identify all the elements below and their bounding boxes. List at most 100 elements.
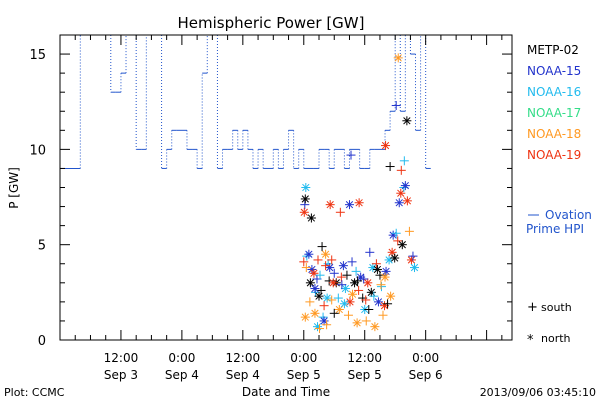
data-point-43 <box>322 293 332 303</box>
north-symbol: * <box>527 333 534 348</box>
data-point-37 <box>312 322 322 332</box>
data-point-20 <box>305 278 315 288</box>
y-tick-3: 15 <box>29 48 46 63</box>
data-point-11 <box>381 141 391 151</box>
data-point-42 <box>316 285 326 295</box>
ovation-label-2: Prime HPI <box>526 222 584 236</box>
data-point-28 <box>317 242 327 252</box>
x-tick-date-5: Sep 6 <box>409 368 443 382</box>
data-points <box>299 53 419 334</box>
x-tick-time-3: 0:00 <box>290 351 317 365</box>
data-point-38 <box>315 324 325 334</box>
data-point-76 <box>383 299 393 309</box>
data-point-21 <box>307 264 317 274</box>
chart-title: Hemispheric Power [GW] <box>178 14 365 32</box>
data-point-12 <box>391 101 401 111</box>
y-tick-2: 10 <box>29 143 46 158</box>
x-tick-time-4: 12:00 <box>347 351 382 365</box>
south-symbol: + <box>527 300 538 315</box>
legend-entry-3: NOAA-17 <box>527 106 581 120</box>
data-point-83 <box>393 236 403 246</box>
data-point-33 <box>324 276 334 286</box>
data-point-40 <box>319 316 329 326</box>
legend-entry-1: NOAA-15 <box>527 64 581 78</box>
data-point-0 <box>300 200 310 210</box>
x-tick-time-0: 12:00 <box>104 351 139 365</box>
footer-timestamp: 2013/09/06 03:45:10 <box>480 386 596 399</box>
data-point-104 <box>328 278 338 288</box>
data-point-50 <box>338 261 348 271</box>
data-point-5 <box>325 200 335 210</box>
y-tick-1: 5 <box>38 239 46 254</box>
data-point-53 <box>343 310 353 320</box>
ovation-series <box>60 34 431 169</box>
legend-entry-2: NOAA-16 <box>527 85 581 99</box>
data-point-74 <box>380 301 390 311</box>
hemisphere-legend: + south * north <box>527 300 572 348</box>
data-point-35 <box>305 297 315 307</box>
ovation-legend: Ovation Prime HPI <box>526 208 592 236</box>
x-tick-date-2: Sep 4 <box>226 368 260 382</box>
data-point-88 <box>400 181 410 191</box>
data-point-81 <box>390 253 400 263</box>
data-point-36 <box>310 308 320 318</box>
data-point-102 <box>337 280 347 290</box>
ovation-label-1: Ovation <box>545 208 592 222</box>
data-point-82 <box>391 228 401 238</box>
legend: METP-02 NOAA-15 NOAA-16 NOAA-17 NOAA-18 NOAA-… <box>527 43 581 162</box>
x-tick-time-5: 0:00 <box>412 351 439 365</box>
data-point-31 <box>325 263 335 273</box>
data-point-17 <box>299 257 309 267</box>
x-axis-label: Date and Time <box>242 385 330 399</box>
data-point-65 <box>365 247 375 257</box>
data-point-7 <box>344 200 354 210</box>
data-point-109 <box>380 272 390 282</box>
y-axis-label: P [GW] <box>7 167 21 209</box>
data-point-105 <box>327 295 337 305</box>
data-point-92 <box>408 251 418 261</box>
data-point-91 <box>406 255 416 265</box>
data-point-97 <box>361 295 371 305</box>
data-point-86 <box>397 240 407 250</box>
data-point-16 <box>396 165 406 175</box>
data-point-93 <box>409 263 419 273</box>
data-point-45 <box>329 268 339 278</box>
legend-entry-4: NOAA-18 <box>527 127 581 141</box>
data-point-58 <box>352 318 362 328</box>
x-tick-date-0: Sep 3 <box>104 368 138 382</box>
data-point-85 <box>396 188 406 198</box>
data-point-98 <box>359 274 369 284</box>
data-point-3 <box>301 183 311 192</box>
data-point-75 <box>381 266 391 276</box>
data-point-6 <box>335 207 345 217</box>
data-point-94 <box>376 280 386 290</box>
data-point-1 <box>300 194 310 204</box>
north-label: north <box>541 332 571 345</box>
data-point-51 <box>340 284 350 294</box>
data-point-55 <box>347 257 357 267</box>
data-point-69 <box>371 259 381 269</box>
data-point-10 <box>385 162 395 172</box>
data-point-59 <box>354 285 364 295</box>
legend-entry-0: METP-02 <box>527 43 579 57</box>
data-point-57 <box>351 266 361 276</box>
data-point-101 <box>339 299 349 309</box>
data-point-66 <box>366 287 376 297</box>
data-point-19 <box>304 249 314 259</box>
data-point-103 <box>329 308 339 318</box>
data-point-73 <box>378 310 388 320</box>
data-point-89 <box>402 196 412 206</box>
plot-frame <box>59 34 513 341</box>
x-tick-date-3: Sep 5 <box>287 368 321 382</box>
legend-entry-5: NOAA-19 <box>527 148 581 162</box>
axes: 12:00 Sep 3 0:00 Sep 4 12:00 Sep 4 0:00 Sep 5 12… <box>29 34 513 382</box>
data-point-72 <box>376 282 386 292</box>
data-point-8 <box>354 198 364 208</box>
data-point-41 <box>322 320 332 330</box>
x-tick-time-1: 0:00 <box>168 351 195 365</box>
data-point-15 <box>399 156 409 166</box>
data-point-26 <box>314 291 324 301</box>
south-label: south <box>541 301 572 314</box>
